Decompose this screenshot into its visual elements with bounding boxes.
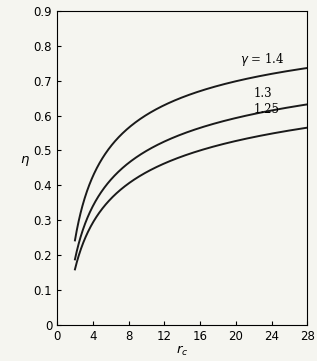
Text: 1.25: 1.25	[254, 103, 280, 116]
Text: $\gamma$ = 1.4: $\gamma$ = 1.4	[240, 51, 285, 68]
X-axis label: $r_c$: $r_c$	[176, 344, 189, 358]
Y-axis label: $\eta$: $\eta$	[20, 154, 30, 168]
Text: 1.3: 1.3	[254, 87, 272, 100]
